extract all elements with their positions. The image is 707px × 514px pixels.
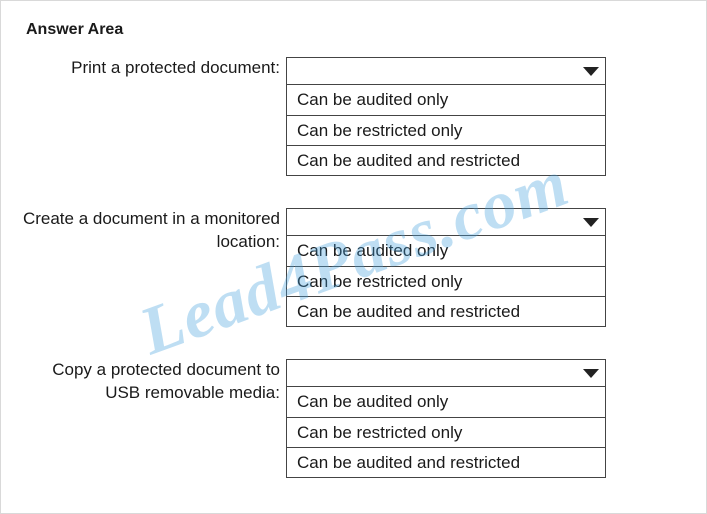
page-title: Answer Area xyxy=(26,21,686,39)
dropdown-select[interactable] xyxy=(286,359,606,387)
chevron-down-icon xyxy=(583,67,599,76)
chevron-down-icon xyxy=(583,369,599,378)
control-column: Can be audited only Can be restricted on… xyxy=(286,208,606,327)
dropdown-option[interactable]: Can be audited and restricted xyxy=(287,447,605,477)
row-label: Copy a protected document to USB removab… xyxy=(21,359,286,405)
dropdown-options: Can be audited only Can be restricted on… xyxy=(286,236,606,327)
question-row: Print a protected document: Can be audit… xyxy=(21,57,686,176)
dropdown-select[interactable] xyxy=(286,57,606,85)
control-column: Can be audited only Can be restricted on… xyxy=(286,57,606,176)
dropdown-option[interactable]: Can be audited and restricted xyxy=(287,145,605,175)
chevron-down-icon xyxy=(583,218,599,227)
question-row: Create a document in a monitored locatio… xyxy=(21,208,686,327)
dropdown-select[interactable] xyxy=(286,208,606,236)
dropdown-option[interactable]: Can be audited and restricted xyxy=(287,296,605,326)
question-row: Copy a protected document to USB removab… xyxy=(21,359,686,478)
dropdown-option[interactable]: Can be restricted only xyxy=(287,266,605,296)
dropdown-options: Can be audited only Can be restricted on… xyxy=(286,387,606,478)
answer-area: Print a protected document: Can be audit… xyxy=(21,57,686,478)
dropdown-option[interactable]: Can be restricted only xyxy=(287,115,605,145)
dropdown-option[interactable]: Can be restricted only xyxy=(287,417,605,447)
dropdown-option[interactable]: Can be audited only xyxy=(287,236,605,266)
dropdown-option[interactable]: Can be audited only xyxy=(287,387,605,417)
row-label: Create a document in a monitored locatio… xyxy=(21,208,286,254)
row-label: Print a protected document: xyxy=(21,57,286,80)
dropdown-options: Can be audited only Can be restricted on… xyxy=(286,85,606,176)
control-column: Can be audited only Can be restricted on… xyxy=(286,359,606,478)
dropdown-option[interactable]: Can be audited only xyxy=(287,85,605,115)
